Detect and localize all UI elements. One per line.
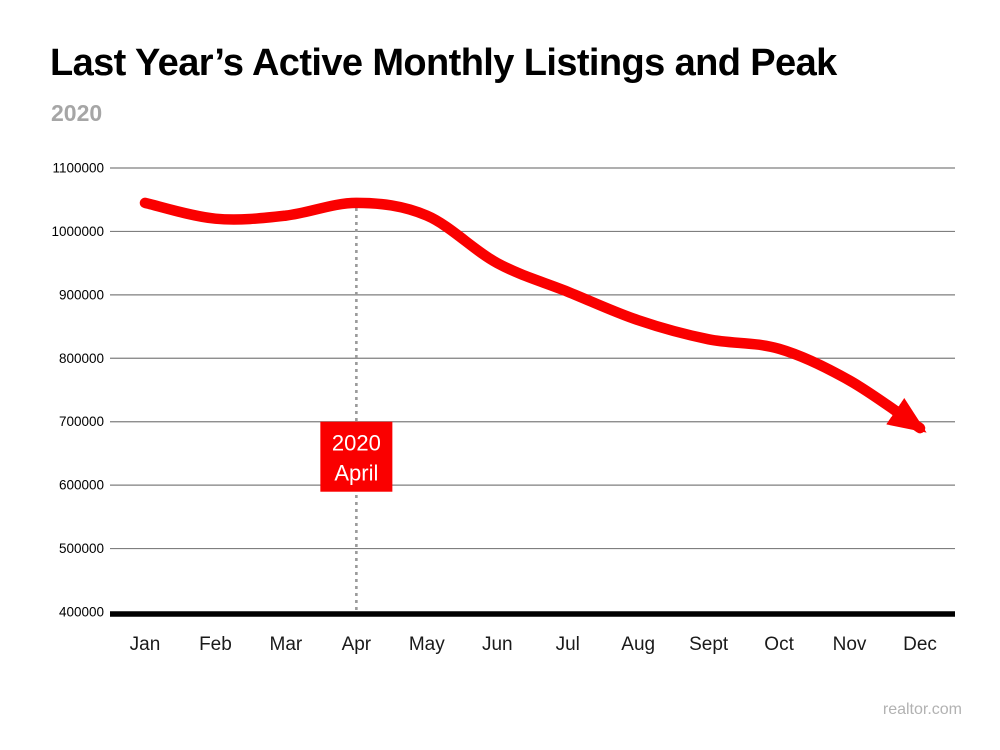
y-tick-label: 900000: [59, 287, 104, 302]
trend-line: [139, 197, 927, 434]
x-tick-label: Aug: [621, 634, 655, 655]
x-tick-label: Oct: [764, 634, 794, 655]
x-tick-label: Jun: [482, 634, 513, 655]
peak-annotation-box: [320, 421, 393, 492]
peak-annotation-text: April: [334, 461, 378, 486]
x-tick-label: Dec: [903, 634, 937, 655]
y-tick-label: 400000: [59, 605, 104, 620]
y-tick-label: 700000: [59, 414, 104, 429]
listings-line-chart: 400000 500000 600000 700000 800000 900000 1000…: [51, 161, 955, 655]
x-tick-label: May: [409, 634, 445, 655]
x-tick-label: Feb: [199, 634, 232, 655]
y-tick-label: 500000: [59, 541, 104, 556]
y-tick-label: 1000000: [51, 224, 104, 239]
x-tick-label: Jul: [556, 634, 580, 655]
x-tick-label: Mar: [270, 634, 303, 655]
peak-annotation-text: 2020: [332, 431, 381, 456]
y-tick-label: 1100000: [52, 161, 104, 176]
x-tick-label: Nov: [833, 634, 867, 655]
x-tick-label: Jan: [130, 634, 161, 655]
x-tick-label: Sept: [689, 634, 729, 655]
y-tick-label: 600000: [59, 478, 104, 493]
watermark-source: realtor.com: [882, 701, 962, 718]
page-title: Last Year’s Active Monthly Listings and …: [50, 42, 837, 84]
y-tick-label: 800000: [59, 351, 104, 366]
x-tick-label: Apr: [342, 634, 372, 655]
chart-subtitle: 2020: [51, 100, 103, 126]
